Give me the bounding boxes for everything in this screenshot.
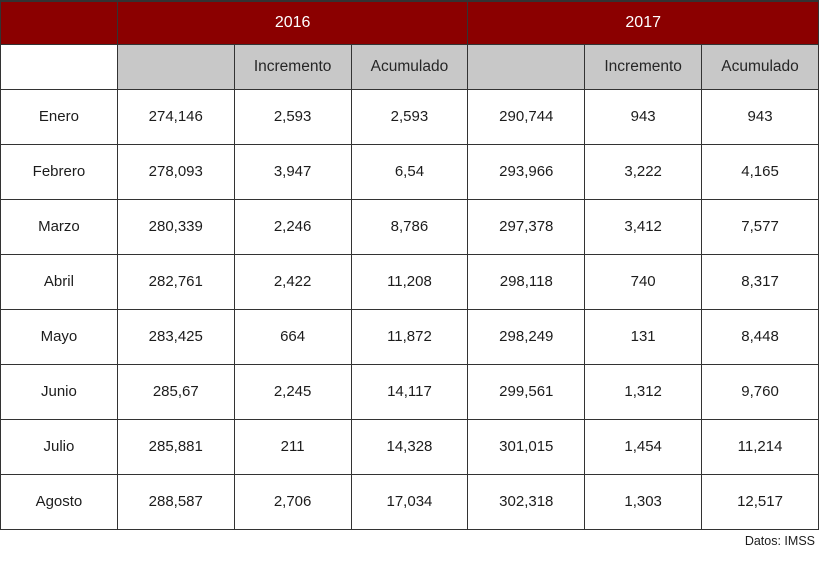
acumulado-2017-cell: 4,165 — [701, 143, 819, 200]
incremento-2017-cell: 1,454 — [584, 418, 703, 475]
table-row: Enero 274,146 2,593 2,593 290,744 943 94… — [0, 88, 819, 145]
acumulado-2016-column-header: Acumulado — [350, 43, 469, 90]
acumulado-2016-cell: 2,593 — [350, 88, 469, 145]
month-cell: Julio — [0, 418, 118, 475]
total-2016-cell: 285,881 — [116, 418, 235, 475]
incremento-2016-column-header: Incremento — [233, 43, 352, 90]
total-2016-cell: 288,587 — [116, 473, 235, 530]
incremento-2016-cell: 664 — [233, 308, 352, 365]
month-cell: Mayo — [0, 308, 118, 365]
incremento-2016-cell: 2,593 — [233, 88, 352, 145]
total-2016-cell: 285,67 — [116, 363, 235, 420]
table-row: Junio 285,67 2,245 14,117 299,561 1,312 … — [0, 363, 819, 420]
acumulado-2017-cell: 11,214 — [701, 418, 819, 475]
acumulado-2017-cell: 7,577 — [701, 198, 819, 255]
year-header-row: 2016 2017 — [0, 0, 819, 45]
acumulado-2017-cell: 12,517 — [701, 473, 819, 530]
total-2017-cell: 298,118 — [467, 253, 586, 310]
table-row: Abril 282,761 2,422 11,208 298,118 740 8… — [0, 253, 819, 310]
incremento-2017-cell: 1,312 — [584, 363, 703, 420]
source-note: Datos: IMSS — [744, 533, 815, 548]
acumulado-2016-cell: 11,208 — [350, 253, 469, 310]
table-row: Marzo 280,339 2,246 8,786 297,378 3,412 … — [0, 198, 819, 255]
incremento-2016-cell: 3,947 — [233, 143, 352, 200]
incremento-2017-cell: 943 — [584, 88, 703, 145]
total-2017-cell: 298,249 — [467, 308, 586, 365]
acumulado-2017-cell: 8,317 — [701, 253, 819, 310]
year-2016-header: 2016 — [116, 0, 469, 45]
year-2017-header: 2017 — [467, 0, 819, 45]
month-cell: Marzo — [0, 198, 118, 255]
incremento-2017-cell: 131 — [584, 308, 703, 365]
total-2016-cell: 282,761 — [116, 253, 235, 310]
acumulado-2016-cell: 6,54 — [350, 143, 469, 200]
month-cell: Abril — [0, 253, 118, 310]
incremento-2016-cell: 2,245 — [233, 363, 352, 420]
acumulado-2016-cell: 14,117 — [350, 363, 469, 420]
incremento-2017-column-header: Incremento — [584, 43, 703, 90]
table-row: Mayo 283,425 664 11,872 298,249 131 8,44… — [0, 308, 819, 365]
table-row: Febrero 278,093 3,947 6,54 293,966 3,222… — [0, 143, 819, 200]
incremento-2016-cell: 2,422 — [233, 253, 352, 310]
total-2016-column-header — [116, 43, 235, 90]
month-cell: Febrero — [0, 143, 118, 200]
acumulado-2016-cell: 11,872 — [350, 308, 469, 365]
month-column-header — [0, 43, 118, 90]
acumulado-2017-cell: 943 — [701, 88, 819, 145]
total-2017-cell: 293,966 — [467, 143, 586, 200]
data-table: 2016 2017 Incremento Acumulado Increment… — [0, 0, 819, 530]
incremento-2017-cell: 1,303 — [584, 473, 703, 530]
total-2017-cell: 302,318 — [467, 473, 586, 530]
table-head: 2016 2017 Incremento Acumulado Increment… — [0, 0, 819, 90]
total-2017-cell: 290,744 — [467, 88, 586, 145]
acumulado-2017-cell: 8,448 — [701, 308, 819, 365]
total-2016-cell: 274,146 — [116, 88, 235, 145]
corner-cell — [0, 0, 118, 45]
acumulado-2016-cell: 14,328 — [350, 418, 469, 475]
total-2017-cell: 299,561 — [467, 363, 586, 420]
total-2017-cell: 301,015 — [467, 418, 586, 475]
acumulado-2017-cell: 9,760 — [701, 363, 819, 420]
table-body: Enero 274,146 2,593 2,593 290,744 943 94… — [0, 88, 819, 530]
month-cell: Agosto — [0, 473, 118, 530]
incremento-2017-cell: 3,412 — [584, 198, 703, 255]
total-2016-cell: 280,339 — [116, 198, 235, 255]
month-cell: Junio — [0, 363, 118, 420]
month-cell: Enero — [0, 88, 118, 145]
incremento-2016-cell: 2,706 — [233, 473, 352, 530]
total-2016-cell: 278,093 — [116, 143, 235, 200]
total-2017-column-header — [467, 43, 586, 90]
acumulado-2016-cell: 8,786 — [350, 198, 469, 255]
subheader-row: Incremento Acumulado Incremento Acumulad… — [0, 43, 819, 90]
acumulado-2016-cell: 17,034 — [350, 473, 469, 530]
total-2016-cell: 283,425 — [116, 308, 235, 365]
incremento-2017-cell: 3,222 — [584, 143, 703, 200]
total-2017-cell: 297,378 — [467, 198, 586, 255]
table-row: Agosto 288,587 2,706 17,034 302,318 1,30… — [0, 473, 819, 530]
acumulado-2017-column-header: Acumulado — [701, 43, 819, 90]
table-row: Julio 285,881 211 14,328 301,015 1,454 1… — [0, 418, 819, 475]
incremento-2016-cell: 2,246 — [233, 198, 352, 255]
incremento-2017-cell: 740 — [584, 253, 703, 310]
incremento-2016-cell: 211 — [233, 418, 352, 475]
